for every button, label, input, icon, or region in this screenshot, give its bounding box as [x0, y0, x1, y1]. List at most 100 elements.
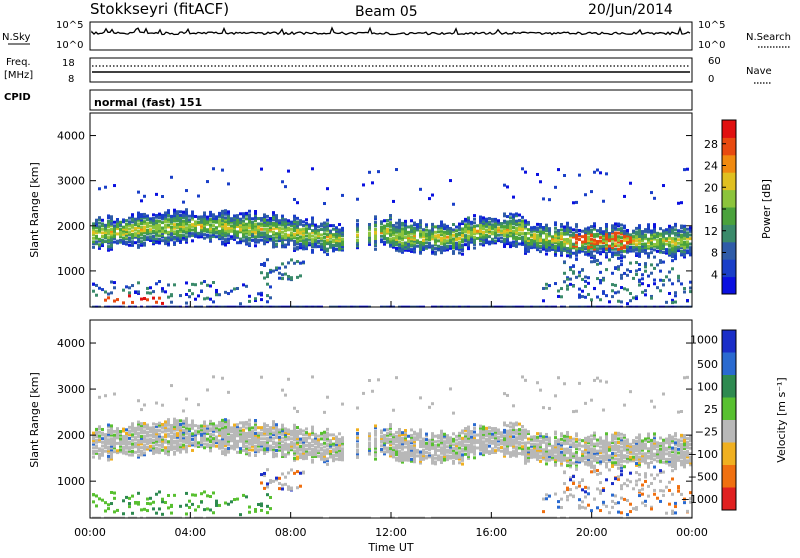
power-echo — [128, 244, 131, 247]
velocity-echo — [128, 497, 131, 500]
power-echo — [329, 224, 332, 227]
power-echo — [566, 247, 569, 250]
power-echo — [206, 284, 209, 287]
power-echo — [137, 281, 140, 284]
power-echo — [143, 297, 146, 300]
power-echo — [167, 224, 170, 227]
velocity-echo — [497, 447, 500, 450]
power-echo — [644, 262, 647, 265]
power-echo — [440, 237, 443, 240]
power-echo — [647, 284, 650, 287]
velocity-echo — [173, 440, 176, 443]
power-echo — [125, 285, 128, 288]
power-echo — [596, 233, 599, 236]
power-echo — [455, 242, 458, 245]
power-echo — [686, 231, 689, 234]
power-echo — [656, 232, 659, 235]
power-echo — [587, 276, 590, 279]
velocity-echo — [104, 510, 107, 513]
power-echo — [293, 215, 296, 218]
velocity-echo — [137, 439, 140, 442]
power-echo — [539, 250, 542, 253]
velocity-echo — [182, 429, 185, 432]
power-echo — [542, 299, 545, 302]
power-echo — [611, 283, 614, 286]
velocity-echo — [185, 436, 188, 439]
power-echo — [545, 233, 548, 236]
power-echo — [584, 193, 587, 196]
power-echo — [281, 277, 284, 280]
power-echo — [659, 289, 662, 292]
velocity-echo — [464, 433, 467, 436]
power-echo — [92, 226, 95, 229]
power-echo — [101, 219, 104, 222]
power-echo — [647, 252, 650, 255]
velocity-echo — [218, 439, 221, 442]
power-echo — [371, 181, 374, 184]
power-echo — [569, 283, 572, 286]
velocity-echo — [272, 420, 275, 423]
power-echo — [665, 243, 668, 246]
power-echo — [341, 227, 344, 230]
power-echo — [419, 188, 422, 191]
power-echo — [104, 224, 107, 227]
power-echo — [263, 262, 266, 265]
velocity-echo — [458, 447, 461, 450]
velocity-echo — [137, 501, 140, 504]
power-echo — [278, 226, 281, 229]
velocity-echo — [227, 436, 230, 439]
power-echo — [296, 237, 299, 240]
power-echo — [128, 237, 131, 240]
power-echo — [545, 283, 548, 286]
power-echo — [242, 212, 245, 215]
velocity-echo — [248, 439, 251, 442]
power-echo — [431, 223, 434, 226]
power-echo — [659, 270, 662, 273]
power-echo — [518, 214, 521, 217]
velocity-echo — [107, 507, 110, 510]
velocity-echo — [293, 442, 296, 445]
power-echo — [422, 228, 425, 231]
power-echo — [398, 219, 401, 222]
power-echo — [332, 224, 335, 227]
power-echo — [152, 217, 155, 220]
velocity-echo — [242, 494, 245, 497]
power-echo — [611, 242, 614, 245]
velocity-echo — [410, 445, 413, 448]
power-echo — [542, 226, 545, 229]
velocity-echo — [491, 440, 494, 443]
power-echo — [248, 300, 251, 303]
power-echo — [653, 197, 656, 200]
velocity-echo — [515, 421, 518, 424]
power-echo — [521, 236, 524, 239]
velocity-echo — [251, 449, 254, 452]
power-echo — [578, 233, 581, 236]
power-echo — [167, 231, 170, 234]
velocity-echo — [455, 451, 458, 454]
velocity-echo — [275, 449, 278, 452]
power-echo — [593, 222, 596, 225]
power-echo — [167, 283, 170, 286]
velocity-echo — [122, 446, 125, 449]
velocity-echo — [143, 508, 146, 511]
velocity-echo — [395, 376, 398, 379]
power-echo — [152, 235, 155, 238]
power-echo — [596, 263, 599, 266]
power-echo — [110, 281, 113, 284]
power-echo — [380, 226, 383, 229]
velocity-echo — [209, 495, 212, 498]
power-echo — [296, 276, 299, 279]
velocity-echo — [191, 503, 194, 506]
power-echo — [143, 220, 146, 223]
velocity-echo — [278, 477, 281, 480]
power-echo — [629, 292, 632, 295]
power-echo — [254, 235, 257, 238]
velocity-echo — [98, 447, 101, 450]
velocity-echo — [260, 448, 263, 451]
velocity-echo — [116, 442, 119, 445]
velocity-echo — [266, 511, 269, 514]
velocity-echo — [227, 419, 230, 422]
power-echo — [497, 234, 500, 237]
velocity-echo — [509, 422, 512, 425]
velocity-echo — [317, 435, 320, 438]
